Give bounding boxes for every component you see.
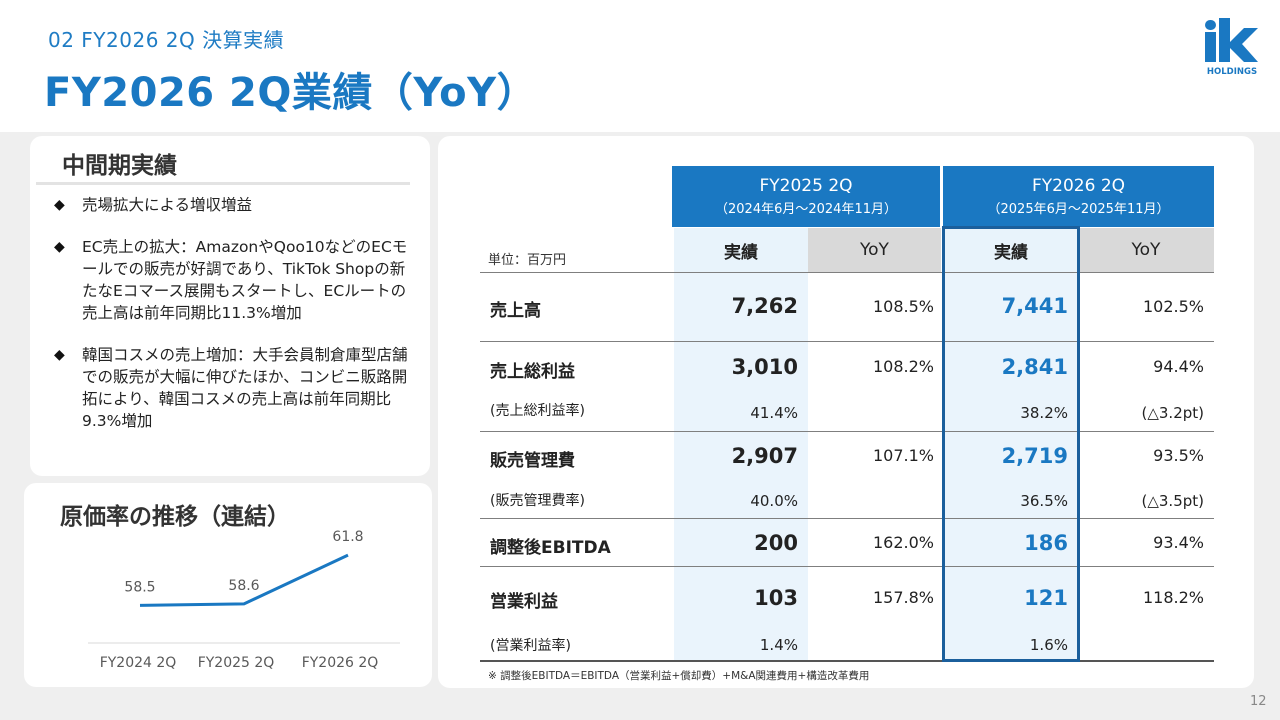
fy2026-sga-ratio: 36.5% <box>1020 492 1068 510</box>
data-label: 58.6 <box>228 578 259 594</box>
period-range: （2025年6月～2025年11月） <box>987 202 1170 217</box>
sga-ratio-change: (△3.5pt) <box>1141 492 1205 510</box>
fy2026-yoy-ebitda: 93.4% <box>1153 533 1204 552</box>
row-divider <box>480 518 1214 519</box>
period-range: （2024年6月～2024年11月） <box>715 202 897 217</box>
summary-card: 中間期実績 ◆ 売場拡大による増収増益 ◆ EC売上の拡大：AmazonやQoo… <box>30 136 430 476</box>
row-sublabel-sga-ratio: (販売管理費率) <box>490 493 585 509</box>
fy2025-yoy-ebitda: 162.0% <box>872 533 934 552</box>
fy2026-actual-highlight <box>942 226 1080 662</box>
fy2026-actual-sales: 7,441 <box>1001 294 1068 318</box>
x-tick-label: FY2024 2Q <box>100 655 177 671</box>
fy2026-yoy-sales: 102.5% <box>1142 297 1204 316</box>
fy2026-actual-column-bg <box>944 272 1078 660</box>
row-divider <box>480 431 1214 432</box>
heading-divider <box>36 182 410 185</box>
x-tick-label: FY2026 2Q <box>302 655 379 671</box>
fy2026-actual-sga: 2,719 <box>1001 444 1068 468</box>
table-bottom-rule <box>480 660 1214 662</box>
fy2025-actual-ebitda: 200 <box>754 531 798 555</box>
fy2025-actual-gross-profit: 3,010 <box>731 355 798 379</box>
fy2026-operating-margin: 1.6% <box>1029 636 1068 654</box>
row-label-operating-profit: 営業利益 <box>490 592 558 612</box>
fy2025-gross-margin: 41.4% <box>750 404 798 422</box>
fy2025-yoy-operating-profit: 157.8% <box>872 588 934 607</box>
period-year: FY2026 2Q <box>1031 176 1126 196</box>
logo-text: HOLDINGS <box>1207 67 1257 77</box>
row-sublabel-operating-margin: (営業利益率) <box>490 638 571 654</box>
col-header-actual: 実績 <box>944 228 1078 272</box>
fy2025-yoy-sga: 107.1% <box>872 446 934 465</box>
fy2026-yoy-sga: 93.5% <box>1153 446 1204 465</box>
diamond-bullet-icon: ◆ <box>54 347 65 363</box>
fy2026-yoy-operating-profit: 118.2% <box>1142 588 1204 607</box>
data-label: 61.8 <box>332 529 363 545</box>
row-divider <box>480 566 1214 567</box>
row-sublabel-gross-margin: (売上総利益率) <box>490 403 585 419</box>
unit-label: 単位：百万円 <box>488 253 567 268</box>
fy2025-actual-sga: 2,907 <box>731 444 798 468</box>
fy2025-yoy-gross-profit: 108.2% <box>872 357 934 376</box>
diamond-bullet-icon: ◆ <box>54 239 65 255</box>
page-title: FY2026 2Q業績（YoY） <box>44 70 538 116</box>
section-label: 02 FY2026 2Q 決算実績 <box>48 28 285 52</box>
fy2025-actual-column-bg <box>674 272 808 660</box>
row-label-sga: 販売管理費 <box>490 451 575 471</box>
col-header-yoy: YoY <box>1078 228 1214 272</box>
summary-bullet: ◆ EC売上の拡大：AmazonやQoo10などのECモールでの販売が好調であり… <box>50 236 420 324</box>
fy2025-operating-margin: 1.4% <box>759 636 798 654</box>
bullet-text: 売場拡大による増収増益 <box>82 196 253 214</box>
results-table-card: FY2025 2Q （2024年6月～2024年11月） FY2026 2Q （… <box>438 136 1254 688</box>
fy2026-actual-ebitda: 186 <box>1024 531 1068 555</box>
fy2026-gross-margin: 38.2% <box>1020 404 1068 422</box>
col-header-actual: 実績 <box>674 228 808 272</box>
cost-ratio-chart: 58.5 FY2024 2Q 58.6 FY2025 2Q 61.8 FY2026 2Q <box>88 529 400 671</box>
ik-holdings-logo: HOLDINGS <box>1205 18 1258 77</box>
fy2025-actual-operating-profit: 103 <box>754 586 798 610</box>
col-header-yoy: YoY <box>808 228 941 272</box>
row-divider <box>480 272 1214 273</box>
fy2025-sga-ratio: 40.0% <box>750 492 798 510</box>
fy2026-actual-gross-profit: 2,841 <box>1001 355 1068 379</box>
row-label-sales: 売上高 <box>490 301 541 321</box>
summary-bullets: ◆ 売場拡大による増収増益 ◆ EC売上の拡大：AmazonやQoo10などのE… <box>50 194 420 452</box>
diamond-bullet-icon: ◆ <box>54 197 65 213</box>
row-label-gross-profit: 売上総利益 <box>490 362 575 382</box>
cost-ratio-line <box>139 553 349 607</box>
data-label: 58.5 <box>124 579 155 595</box>
fy2026-actual-operating-profit: 121 <box>1024 586 1068 610</box>
period-header-fy2025: FY2025 2Q （2024年6月～2024年11月） <box>672 166 940 227</box>
summary-bullet: ◆ 韓国コスメの売上増加：大手会員制倉庫型店舗での販売が大幅に伸びたほか、コンビ… <box>50 344 420 432</box>
summary-bullet: ◆ 売場拡大による増収増益 <box>50 194 420 216</box>
fy2025-yoy-sales: 108.5% <box>872 297 934 316</box>
row-label-adjusted-ebitda: 調整後EBITDA <box>490 538 611 558</box>
fy2025-actual-sales: 7,262 <box>731 294 798 318</box>
bullet-text: 韓国コスメの売上増加：大手会員制倉庫型店舗での販売が大幅に伸びたほか、コンビニ販… <box>82 346 408 430</box>
fy2026-yoy-gross-profit: 94.4% <box>1153 357 1204 376</box>
period-year: FY2025 2Q <box>759 176 853 196</box>
gross-margin-change: (△3.2pt) <box>1141 404 1205 422</box>
period-header-fy2026: FY2026 2Q （2025年6月～2025年11月） <box>943 166 1214 227</box>
footnote: ※ 調整後EBITDA＝EBITDA（営業利益+償却費）+M&A関連費用+構造改… <box>488 670 870 682</box>
summary-heading: 中間期実績 <box>62 153 177 179</box>
cost-ratio-card: 58.5 FY2024 2Q 58.6 FY2025 2Q 61.8 FY2026 2Q … <box>24 483 432 687</box>
x-tick-label: FY2025 2Q <box>198 655 275 671</box>
header: 02 FY2026 2Q 決算実績 FY2026 2Q業績（YoY） HOLDI… <box>0 0 1280 132</box>
page-number: 12 <box>1250 694 1267 709</box>
row-divider <box>480 341 1214 342</box>
cost-ratio-heading: 原価率の推移（連結） <box>60 504 290 530</box>
bullet-text: EC売上の拡大：AmazonやQoo10などのECモールでの販売が好調であり、T… <box>82 238 408 322</box>
